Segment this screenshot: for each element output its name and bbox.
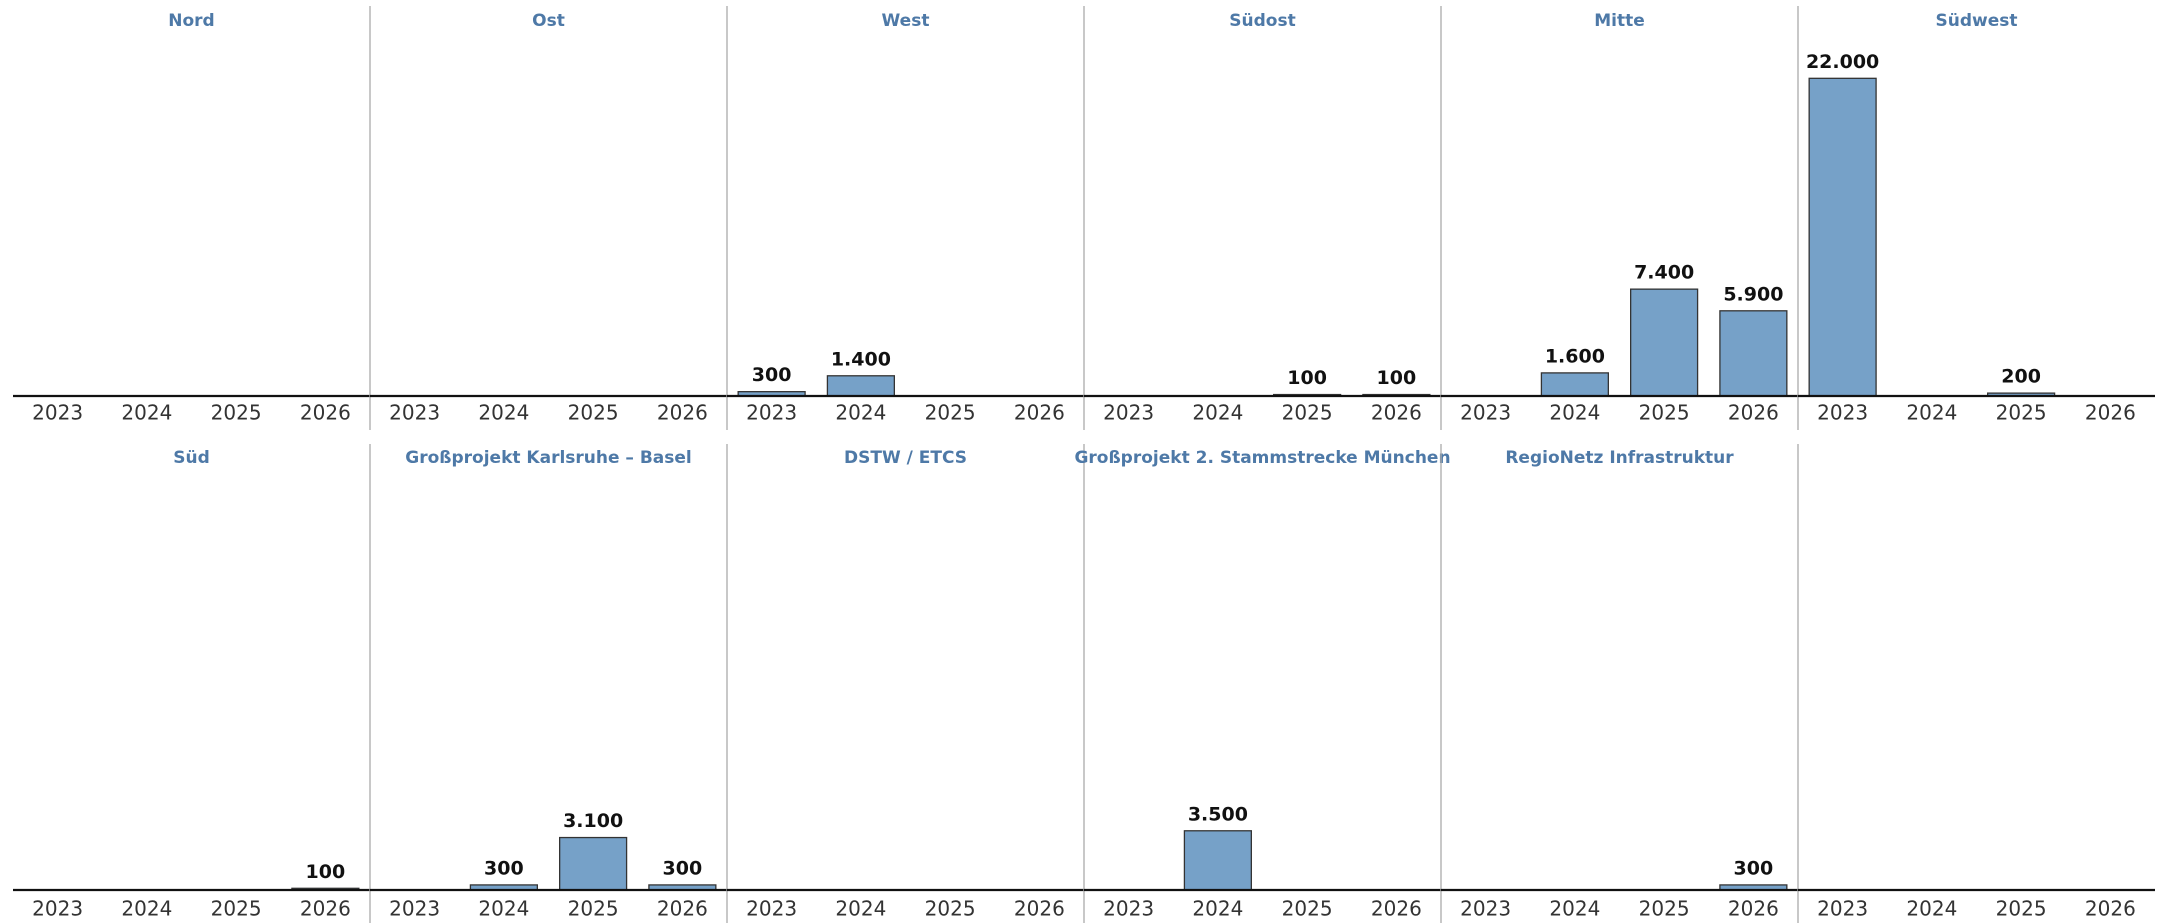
x-tick-label: 2023	[1460, 897, 1511, 921]
x-tick-label: 2024	[1192, 897, 1243, 921]
panel-title: Süd	[173, 448, 210, 468]
x-tick-label: 2023	[389, 897, 440, 921]
value-label: 200	[2001, 366, 2041, 388]
bar	[1183, 830, 1252, 891]
panel-title: West	[882, 11, 930, 31]
x-tick-label: 2025	[568, 897, 619, 921]
x-tick-label: 2023	[1817, 897, 1868, 921]
value-label: 100	[1377, 367, 1417, 389]
x-tick-label: 2025	[1996, 897, 2047, 921]
x-tick-label: 2025	[1996, 401, 2047, 425]
x-tick-label: 2026	[657, 401, 708, 425]
x-tick-label: 2024	[835, 897, 886, 921]
x-tick-label: 2023	[1103, 897, 1154, 921]
value-label: 100	[306, 861, 346, 883]
value-label: 300	[663, 857, 703, 879]
x-tick-label: 2023	[1460, 401, 1511, 425]
panel-title: Mitte	[1594, 11, 1645, 31]
x-tick-label: 2025	[211, 897, 262, 921]
x-tick-label: 2023	[746, 897, 797, 921]
x-tick-label: 2025	[211, 401, 262, 425]
x-tick-label: 2023	[1817, 401, 1868, 425]
x-tick-label: 2024	[121, 897, 172, 921]
value-label: 300	[752, 364, 792, 386]
x-tick-label: 2024	[835, 401, 886, 425]
panel-title: Südwest	[1936, 11, 2018, 31]
value-label: 300	[1734, 857, 1774, 879]
x-tick-label: 2025	[925, 897, 976, 921]
x-tick-label: 2024	[1549, 897, 1600, 921]
x-tick-label: 2026	[1728, 897, 1779, 921]
bar	[1808, 77, 1877, 397]
value-label: 100	[1287, 367, 1327, 389]
x-tick-label: 2026	[1371, 897, 1422, 921]
bar	[559, 836, 628, 891]
x-tick-label: 2024	[121, 401, 172, 425]
x-tick-label: 2024	[1906, 401, 1957, 425]
x-tick-label: 2026	[300, 897, 351, 921]
bar	[826, 375, 895, 397]
value-label: 3.500	[1188, 803, 1248, 825]
bar	[1719, 310, 1788, 397]
x-tick-label: 2024	[478, 897, 529, 921]
x-tick-label: 2026	[657, 897, 708, 921]
panel-title: Großprojekt Karlsruhe – Basel	[405, 448, 692, 468]
panel-title: Südost	[1229, 11, 1295, 31]
x-tick-label: 2023	[32, 401, 83, 425]
x-tick-label: 2023	[389, 401, 440, 425]
value-label: 7.400	[1634, 262, 1694, 284]
x-tick-label: 2024	[1192, 401, 1243, 425]
x-tick-label: 2025	[1282, 401, 1333, 425]
x-tick-label: 2023	[32, 897, 83, 921]
x-tick-label: 2026	[2085, 897, 2136, 921]
bar	[1540, 372, 1609, 397]
x-tick-label: 2026	[300, 401, 351, 425]
x-tick-label: 2025	[925, 401, 976, 425]
value-label: 5.900	[1723, 283, 1783, 305]
x-tick-label: 2023	[1103, 401, 1154, 425]
value-label: 1.400	[831, 348, 891, 370]
panel-title: DSTW / ETCS	[844, 448, 967, 468]
panel-title: Nord	[168, 11, 214, 31]
x-tick-label: 2026	[1014, 401, 1065, 425]
x-tick-label: 2024	[478, 401, 529, 425]
value-label: 1.600	[1545, 345, 1605, 367]
x-tick-label: 2025	[1639, 897, 1690, 921]
value-label: 300	[484, 857, 524, 879]
panel-title: Ost	[532, 11, 565, 31]
x-tick-label: 2026	[1371, 401, 1422, 425]
value-label: 22.000	[1806, 51, 1879, 73]
x-tick-label: 2024	[1549, 401, 1600, 425]
x-tick-label: 2023	[746, 401, 797, 425]
x-tick-label: 2025	[1282, 897, 1333, 921]
x-tick-label: 2026	[1014, 897, 1065, 921]
panel-title: RegioNetz Infrastruktur	[1505, 448, 1734, 468]
x-tick-label: 2024	[1906, 897, 1957, 921]
x-tick-label: 2025	[568, 401, 619, 425]
panel-title: Großprojekt 2. Stammstrecke München	[1074, 448, 1450, 468]
x-tick-label: 2026	[2085, 401, 2136, 425]
x-tick-label: 2025	[1639, 401, 1690, 425]
value-label: 3.100	[563, 810, 623, 832]
bar	[1630, 288, 1699, 397]
x-tick-label: 2026	[1728, 401, 1779, 425]
